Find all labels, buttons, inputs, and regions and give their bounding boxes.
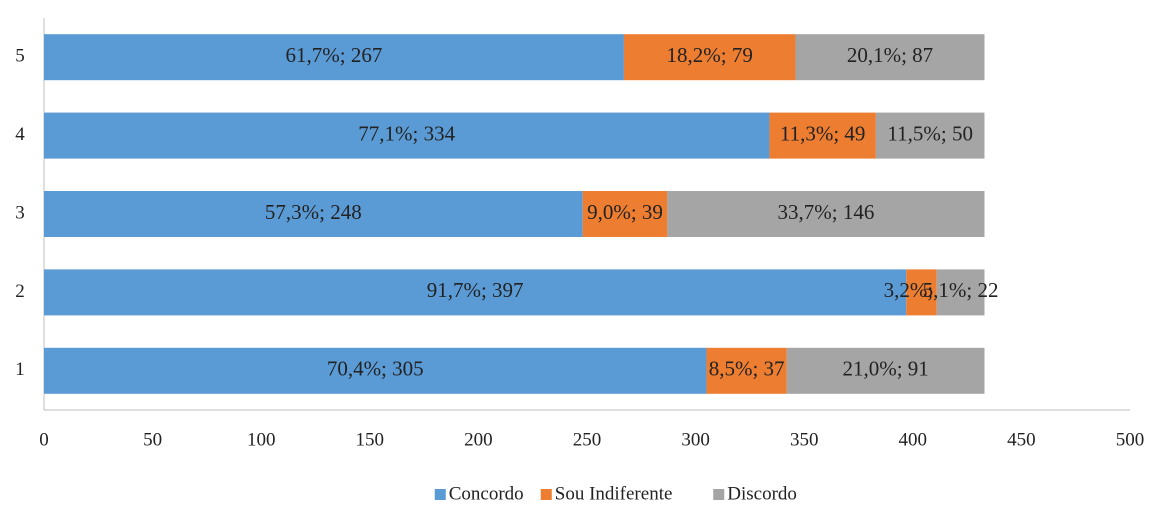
bar-segment bbox=[44, 34, 624, 81]
bar-segment bbox=[906, 269, 937, 316]
data-label: 21,0%; 91 bbox=[842, 357, 928, 381]
legend-swatch bbox=[540, 489, 552, 500]
legend-swatch bbox=[713, 489, 725, 500]
bar-segment bbox=[623, 34, 796, 81]
x-tick-label: 200 bbox=[464, 429, 493, 450]
data-label: 77,1%; 334 bbox=[358, 121, 455, 145]
data-label: 18,2%; 79 bbox=[667, 43, 753, 67]
x-tick-label: 100 bbox=[247, 429, 276, 450]
bar-segment bbox=[875, 112, 985, 159]
x-tick-label: 250 bbox=[573, 429, 602, 450]
legend-swatch bbox=[434, 489, 446, 500]
data-label: 33,7%; 146 bbox=[778, 200, 875, 224]
data-label: 5,1%; 22 bbox=[923, 278, 999, 302]
data-label: 8,5%; 37 bbox=[709, 357, 785, 381]
x-tick-label: 300 bbox=[681, 429, 710, 450]
legend-label: Concordo bbox=[449, 483, 524, 504]
bar-segment bbox=[44, 269, 907, 316]
data-label: 70,4%; 305 bbox=[327, 357, 424, 381]
data-label: 11,5%; 50 bbox=[887, 121, 973, 145]
bar-segment bbox=[706, 347, 787, 394]
x-tick-label: 350 bbox=[790, 429, 819, 450]
y-tick-label: 1 bbox=[15, 359, 25, 380]
y-tick-label: 5 bbox=[15, 46, 25, 67]
legend-label: Sou Indiferente bbox=[555, 483, 673, 504]
y-tick-label: 3 bbox=[15, 202, 25, 223]
bar-segment bbox=[769, 112, 876, 159]
bar-segment bbox=[795, 34, 985, 81]
data-label: 91,7%; 397 bbox=[427, 278, 524, 302]
x-tick-label: 500 bbox=[1116, 429, 1145, 450]
x-tick-label: 150 bbox=[356, 429, 385, 450]
x-tick-label: 400 bbox=[899, 429, 928, 450]
data-label: 20,1%; 87 bbox=[847, 43, 933, 67]
legend-label: Discordo bbox=[727, 483, 797, 504]
y-tick-label: 2 bbox=[15, 281, 25, 302]
data-label: 11,3%; 49 bbox=[780, 121, 866, 145]
bar-segment bbox=[936, 269, 985, 316]
bar-segment bbox=[667, 191, 985, 237]
bar-segment bbox=[44, 191, 583, 237]
data-label: 9,0%; 39 bbox=[587, 200, 663, 224]
bar-segment bbox=[582, 191, 668, 237]
y-tick-label: 4 bbox=[15, 124, 25, 145]
bar-segment bbox=[44, 347, 707, 394]
bar-segment bbox=[44, 112, 770, 159]
data-label: 57,3%; 248 bbox=[265, 200, 362, 224]
x-tick-label: 450 bbox=[1007, 429, 1036, 450]
bar-segment bbox=[786, 347, 985, 394]
x-tick-label: 0 bbox=[39, 429, 49, 450]
data-label: 61,7%; 267 bbox=[286, 43, 383, 67]
x-tick-label: 50 bbox=[143, 429, 162, 450]
